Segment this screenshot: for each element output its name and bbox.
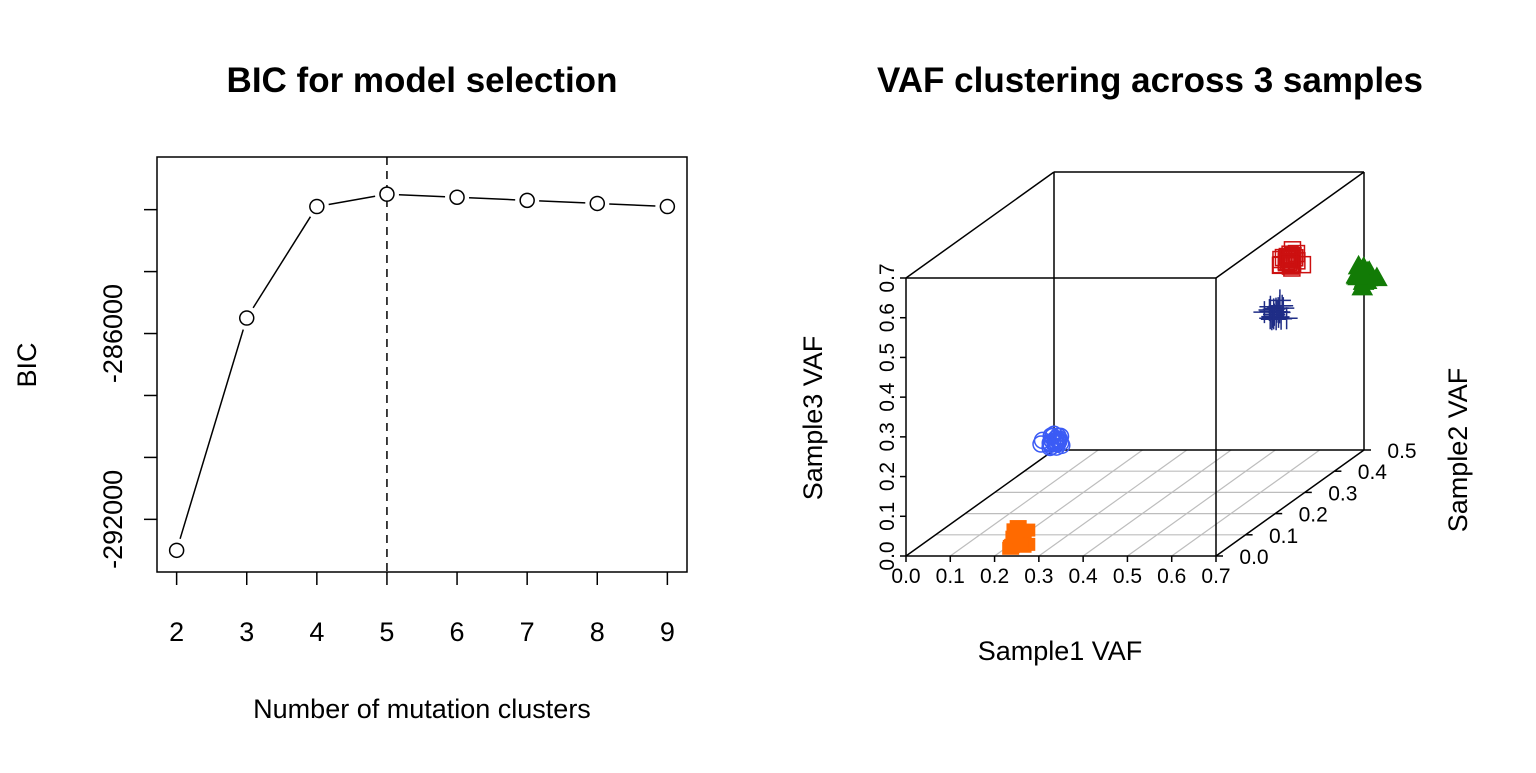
vaf-cluster-3 — [1253, 289, 1298, 331]
vaf-x-tick-label: 0.7 — [1201, 565, 1230, 588]
bic-point — [168, 542, 185, 559]
vaf-z-tick-label: 0.4 — [876, 382, 899, 412]
bic-y-tick-label: -292000 — [98, 470, 128, 569]
vaf-x-tick-label: 0.6 — [1157, 565, 1186, 588]
bic-axes: 2 3 4 5 6 7 8 9 -292000 -286000 — [98, 208, 675, 647]
bic-point — [659, 198, 676, 215]
vaf-cluster-2 — [1002, 520, 1036, 555]
vaf-y-tick-label: 0.5 — [1387, 440, 1416, 463]
vaf-floor-grid-line — [1127, 449, 1276, 557]
bic-series-segment — [252, 216, 312, 309]
vaf-x-axis-label: Sample1 VAF — [978, 636, 1143, 666]
bic-series-segment — [179, 329, 244, 540]
vaf-point — [1012, 524, 1030, 538]
bic-x-tick-label: 5 — [379, 617, 394, 647]
vaf-y-tick-label: 0.2 — [1299, 504, 1328, 527]
vaf-x-tick-label: 0.1 — [936, 565, 965, 588]
bic-point — [589, 195, 606, 212]
vaf-point — [1283, 259, 1301, 277]
vaf-x-tick-label: 0.2 — [980, 565, 1009, 588]
bic-x-tick-label: 8 — [590, 617, 605, 647]
vaf-panel: VAF clustering across 3 samples 0.0 0.1 0.… — [798, 61, 1473, 666]
vaf-x-tick-label: 0.0 — [891, 565, 920, 588]
vaf-y-tick-label: 0.4 — [1358, 461, 1388, 484]
vaf-point — [1053, 436, 1071, 455]
bic-point — [379, 186, 395, 202]
vaf-point — [1262, 298, 1285, 321]
bic-series-segment — [539, 200, 586, 204]
bic-x-tick-label: 2 — [169, 617, 184, 647]
bic-point — [449, 189, 465, 206]
bic-x-tick-label: 9 — [660, 617, 675, 647]
vaf-point — [1279, 253, 1298, 272]
vaf-x-tick-label: 0.3 — [1024, 565, 1053, 588]
vaf-z-axis-label: Sample3 VAF — [798, 336, 828, 501]
vaf-box-edge — [905, 171, 1055, 279]
vaf-box-edge — [1215, 171, 1365, 279]
bic-point — [238, 310, 255, 326]
vaf-floor-grid-line — [1082, 449, 1232, 557]
bic-series-segment — [328, 195, 376, 206]
vaf-z-tick-label: 0.5 — [876, 343, 899, 372]
vaf-point — [1041, 434, 1059, 452]
vaf-point — [1272, 297, 1295, 320]
bic-x-tick-label: 3 — [239, 617, 254, 647]
vaf-box-edge — [1215, 449, 1365, 557]
vaf-z-tick-label: 0.1 — [876, 502, 899, 531]
bic-point — [309, 198, 325, 215]
vaf-x-tick-label: 0.5 — [1113, 565, 1142, 588]
bic-series-segment — [469, 197, 516, 201]
bic-x-tick-label: 7 — [520, 617, 535, 647]
bic-series-segment — [609, 203, 656, 207]
vaf-point — [1349, 263, 1372, 284]
bic-chart-title: BIC for model selection — [227, 61, 618, 100]
vaf-y-tick-label: 0.0 — [1239, 546, 1268, 569]
vaf-point — [1281, 255, 1300, 274]
vaf-floor-grid-line — [1171, 449, 1321, 557]
vaf-point — [1283, 241, 1302, 259]
vaf-x-tick-label: 0.4 — [1069, 565, 1099, 588]
vaf-point — [1041, 438, 1059, 457]
vaf-point — [1265, 308, 1288, 331]
bic-x-tick-label: 6 — [450, 617, 465, 647]
bic-series-segment — [398, 193, 446, 198]
vaf-cluster-5 — [1271, 241, 1312, 277]
vaf-points — [1002, 241, 1388, 555]
vaf-z-tick-label: 0.0 — [876, 541, 899, 570]
bic-y-axis-label: BIC — [12, 342, 42, 387]
vaf-point — [1259, 295, 1282, 318]
vaf-y-tick-label: 0.1 — [1269, 525, 1298, 548]
bic-x-axis-label: Number of mutation clusters — [253, 694, 591, 724]
vaf-cluster-1 — [1032, 425, 1071, 457]
bic-y-tick-label: -286000 — [98, 284, 128, 383]
bic-panel: BIC for model selection 2 3 4 5 6 7 8 9 -292000 -… — [12, 61, 688, 724]
vaf-y-tick-label: 0.3 — [1328, 482, 1357, 505]
vaf-floor-grid-line — [949, 449, 1099, 557]
vaf-y-axis-label: Sample2 VAF — [1443, 368, 1473, 533]
vaf-box-edge — [905, 449, 1055, 557]
vaf-z-tick-label: 0.7 — [876, 263, 899, 292]
bic-x-tick-label: 4 — [309, 617, 324, 647]
vaf-z-tick-label: 0.2 — [876, 462, 899, 491]
bic-point — [519, 192, 535, 209]
bic-plot-frame — [156, 156, 688, 573]
vaf-point — [1047, 429, 1065, 448]
vaf-chart-title: VAF clustering across 3 samples — [877, 61, 1423, 100]
vaf-z-tick-label: 0.3 — [876, 422, 899, 451]
vaf-cluster-4 — [1345, 254, 1388, 296]
vaf-3d-box: 0.0 0.1 0.2 0.3 0.4 0.5 0.6 0.70.00.10.20.30.40… — [876, 171, 1417, 588]
vaf-z-tick-label: 0.6 — [876, 303, 899, 332]
bic-marks — [168, 157, 676, 572]
vaf-floor-grid-line — [1038, 449, 1188, 557]
